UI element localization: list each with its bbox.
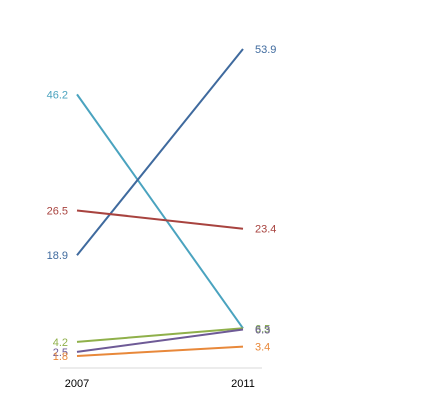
series-line-5: [76, 345, 244, 357]
data-label-2007-series-3: 4.2: [53, 337, 68, 349]
data-label-2011-series-1: 53.9: [255, 44, 276, 56]
data-label-2007-series-4: 2.5: [53, 347, 68, 359]
series-line-3: [76, 327, 244, 343]
series-line-0: [76, 93, 244, 329]
series-line-1: [76, 48, 244, 256]
data-label-2007-series-5: 1.8: [53, 351, 68, 363]
series-lines: [76, 48, 244, 357]
data-label-2007-series-2: 26.5: [47, 205, 68, 217]
x-tick-label-2011: 2011: [231, 378, 255, 390]
data-label-2011-series-2: 23.4: [255, 224, 276, 236]
data-label-2007-series-1: 18.9: [47, 250, 68, 262]
series-labels: 46.26.518.953.926.523.44.26.52.56.31.83.…: [47, 44, 277, 363]
x-tick-label-2007: 2007: [65, 378, 89, 390]
series-line-2: [76, 209, 244, 230]
data-label-2011-series-0: 6.5: [255, 323, 270, 335]
data-label-2007-series-0: 46.2: [47, 89, 68, 101]
series-line-4: [76, 328, 244, 353]
data-label-2011-series-3: 6.5: [255, 323, 270, 335]
data-label-2011-series-4: 6.3: [255, 324, 270, 336]
data-label-2011-series-5: 3.4: [255, 342, 270, 354]
x-axis: 2007 2011: [60, 367, 262, 390]
